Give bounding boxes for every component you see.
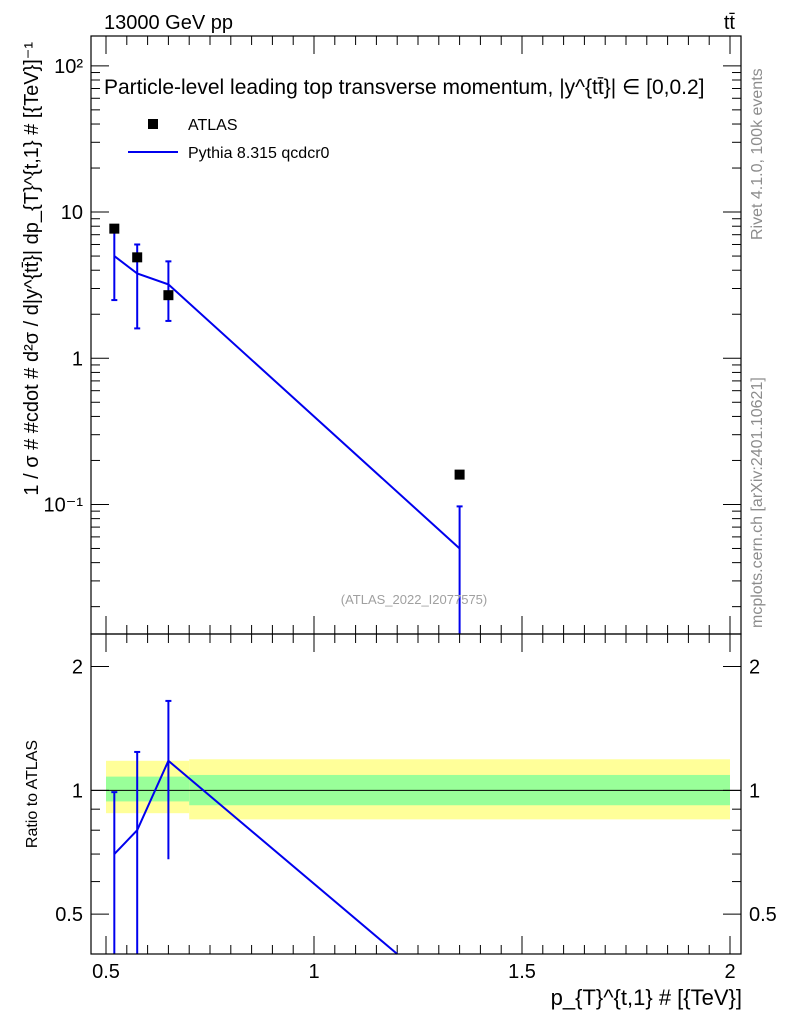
main-panel: 10⁻¹ 1 10 10² Particle-level leading top tr… <box>21 35 742 635</box>
atlas-data-point <box>132 252 143 263</box>
x-axis-label: p_{T}^{t,1} # [{TeV}] <box>551 985 742 1010</box>
legend-atlas-marker <box>148 119 158 129</box>
x-tick-label: 2 <box>724 961 735 983</box>
ratio-uncertainty-bands <box>106 759 730 820</box>
header-process-label: tt̄ <box>724 12 736 34</box>
ratio-pythia-curve <box>113 759 398 955</box>
main-data-layer <box>109 223 465 634</box>
ratio-y-tick-label: 0.5 <box>55 904 83 926</box>
ratio-data-layer <box>91 699 741 955</box>
rivet-version-label: Rivet 4.1.0, 100k events <box>749 68 766 240</box>
ratio-plot-frame <box>90 633 742 955</box>
main-axis-ticks: 10⁻¹ 1 10 10² <box>44 36 741 634</box>
ratio-y-axis-label: Ratio to ATLAS <box>24 740 41 848</box>
ratio-panel: 0.5 0.5 1 1 2 2 0.5 1 1.5 2 Ratio to ATLAS p_{T}^… <box>24 633 777 1010</box>
chart-title: Particle-level leading top transverse mo… <box>104 76 705 99</box>
atlas-data-point <box>454 469 465 480</box>
atlas-data-point <box>109 223 120 234</box>
legend: ATLAS Pythia 8.315 qcdcr0 <box>128 117 330 162</box>
analysis-watermark: (ATLAS_2022_I2077575) <box>341 592 487 607</box>
ratio-stat-uncertainty-band <box>106 776 190 802</box>
x-tick-label: 0.5 <box>92 961 120 983</box>
ratio-y-tick-label-right: 1 <box>749 780 760 802</box>
main-y-tick-label: 10² <box>54 56 83 78</box>
ratio-y-tick-label-right: 0.5 <box>749 904 777 926</box>
x-tick-label: 1.5 <box>508 961 536 983</box>
legend-pythia-label: Pythia 8.315 qcdcr0 <box>188 145 330 162</box>
ratio-y-tick-label: 2 <box>72 657 83 679</box>
main-y-axis-label: 1 / σ # #cdot # d²σ / d|y^{tt̄}| dp_{T}^… <box>21 42 43 496</box>
x-tick-label: 1 <box>308 961 319 983</box>
legend-atlas-label: ATLAS <box>188 117 238 134</box>
mcplots-source-label: mcplots.cern.ch [arXiv:2401.10621] <box>749 377 766 628</box>
atlas-data-point <box>163 290 174 301</box>
main-y-tick-label: 10⁻¹ <box>44 494 84 516</box>
main-y-tick-label: 1 <box>72 348 83 370</box>
ratio-y-tick-label: 1 <box>72 780 83 802</box>
main-y-tick-label: 10 <box>61 202 83 224</box>
pythia-curve <box>113 255 461 550</box>
ratio-axis-ticks: 0.5 0.5 1 1 2 2 0.5 1 1.5 2 <box>55 634 777 983</box>
ratio-y-tick-label-right: 2 <box>749 657 760 679</box>
header-energy-label: 13000 GeV pp <box>104 12 233 34</box>
